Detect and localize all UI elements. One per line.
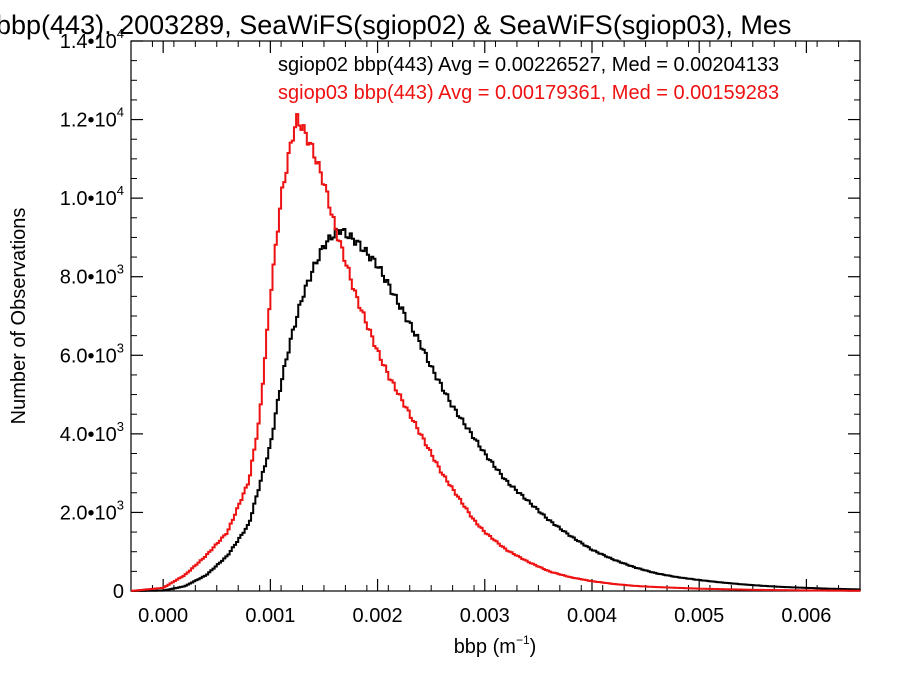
x-tick-label: 0.000	[138, 605, 188, 627]
y-tick-label: 1.4•104	[60, 26, 124, 53]
plot-frame	[130, 40, 861, 592]
series-layer	[131, 113, 861, 592]
x-tick-label: 0.005	[674, 605, 724, 627]
series-line-sgiop03	[131, 113, 861, 592]
x-tick-label: 0.004	[567, 605, 617, 627]
x-tick-label: 0.002	[353, 605, 403, 627]
series-line-sgiop02	[131, 227, 861, 592]
x-axis-label: bbp (m−1)	[454, 633, 537, 658]
chart-title: bbp(443), 2003289, SeaWiFS(sgiop02) & Se…	[0, 10, 791, 40]
y-axis-label: Number of Observations	[8, 208, 30, 425]
y-tick-label: 4.0•103	[60, 419, 124, 446]
legend-entry-sgiop03: sgiop03 bbp(443) Avg = 0.00179361, Med =…	[278, 82, 779, 104]
x-tick-label: 0.006	[781, 605, 831, 627]
y-tick-label: 6.0•103	[60, 340, 124, 367]
y-tick-label: 0	[113, 581, 124, 603]
x-tick-label: 0.003	[460, 605, 510, 627]
y-tick-labels: 0 2.0•103 4.0•103 6.0•103 8.0•103 1.0•104 1.2•…	[60, 26, 124, 603]
legend-entry-sgiop02: sgiop02 bbp(443) Avg = 0.00226527, Med =…	[278, 54, 779, 76]
axis-ticks	[130, 40, 861, 592]
y-tick-label: 8.0•103	[60, 262, 124, 289]
x-tick-labels: 0.000 0.001 0.002 0.003 0.004 0.005 0.006	[138, 605, 831, 627]
y-tick-label: 2.0•103	[60, 497, 124, 524]
x-tick-label: 0.001	[245, 605, 295, 627]
y-tick-label: 1.0•104	[60, 183, 124, 210]
y-tick-label: 1.2•104	[60, 105, 124, 132]
